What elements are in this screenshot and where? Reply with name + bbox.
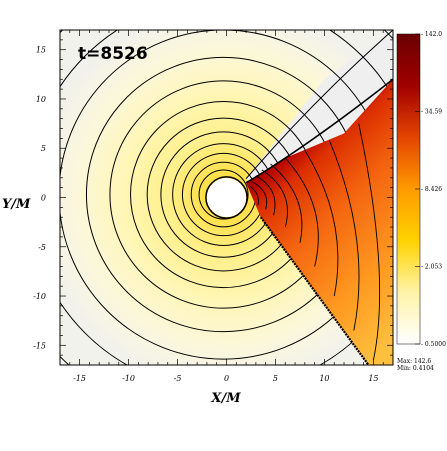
cone-contour bbox=[270, 163, 303, 243]
colorbar-tick-label: - 34.59 bbox=[421, 109, 442, 116]
cone-contour bbox=[251, 181, 268, 210]
colorbar-labels: - 142.0 - 34.59 - 8.426 - 2.053 - 0.5000 bbox=[421, 31, 446, 348]
central-accretor bbox=[206, 177, 247, 218]
shock-upper-edge bbox=[245, 78, 393, 184]
y-tick-label: 15 bbox=[36, 46, 46, 55]
cone-contour bbox=[328, 140, 360, 331]
colorbar-tick-label: - 2.053 bbox=[421, 263, 442, 270]
shock-lower-edge bbox=[259, 216, 370, 365]
cone-contour bbox=[255, 175, 276, 216]
x-tick-label: -5 bbox=[174, 374, 182, 383]
y-tick-label: 10 bbox=[36, 95, 46, 104]
time-annotation: t=8526 bbox=[78, 44, 148, 64]
shock-cone-edges bbox=[245, 30, 393, 365]
colorbar bbox=[396, 33, 421, 345]
x-tick-label: -15 bbox=[73, 374, 86, 383]
colorbar-tick-label: - 8.426 bbox=[421, 186, 442, 193]
x-axis-label: X/M bbox=[210, 391, 241, 406]
y-tick-label: -15 bbox=[33, 341, 46, 350]
y-tick-label: -5 bbox=[38, 243, 46, 252]
y-tick-label: -10 bbox=[33, 292, 46, 301]
x-tick-label: 5 bbox=[273, 374, 278, 383]
wake-boundary bbox=[245, 30, 393, 180]
shock-cone-fill bbox=[246, 79, 393, 365]
cone-contour bbox=[358, 123, 381, 361]
x-tick-label: -10 bbox=[122, 374, 135, 383]
y-axis-label: Y/M bbox=[2, 197, 31, 212]
plot-area bbox=[60, 30, 393, 365]
cone-contour bbox=[261, 169, 288, 228]
axis-tick-labels: -15 -10 -5 0 5 10 15 15 10 5 0 -5 -10 -15 bbox=[33, 46, 378, 383]
colorbar-min-label: Min: 0.4104 bbox=[397, 365, 434, 372]
x-tick-label: 10 bbox=[319, 374, 329, 383]
colorbar-tick-label: - 142.0 bbox=[421, 31, 442, 38]
x-tick-label: 0 bbox=[224, 374, 229, 383]
cone-contour bbox=[248, 185, 259, 206]
contour-ring bbox=[198, 169, 249, 220]
x-tick-label: 15 bbox=[368, 374, 378, 383]
colorbar-tick-label: - 0.5000 bbox=[421, 341, 446, 348]
cone-contour bbox=[304, 149, 339, 297]
cone-contour bbox=[284, 157, 319, 267]
axis-ticks bbox=[59, 29, 394, 366]
shock-cone-contours bbox=[246, 79, 393, 365]
y-tick-label: 5 bbox=[41, 144, 46, 153]
colorbar-max-label: Max: 142.6 bbox=[397, 358, 431, 365]
y-tick-label: 0 bbox=[41, 194, 46, 203]
